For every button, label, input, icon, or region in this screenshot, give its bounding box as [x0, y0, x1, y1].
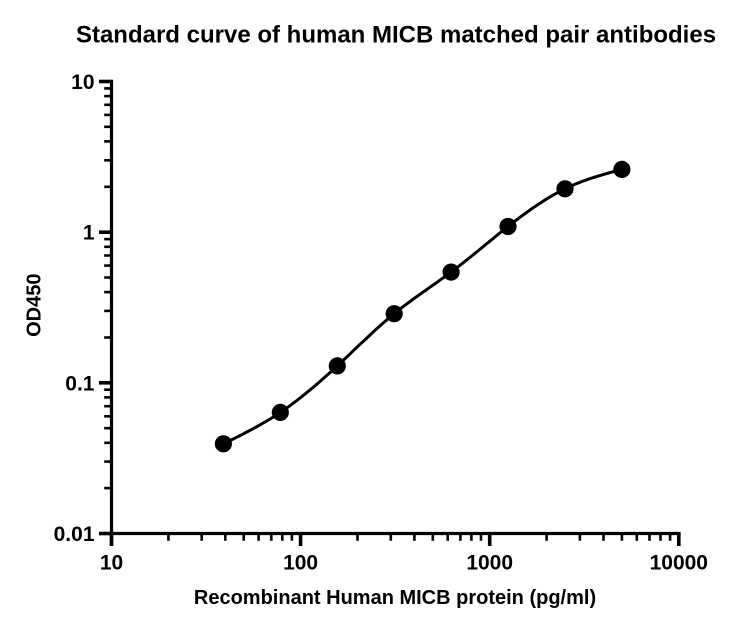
svg-text:Standard curve of human MICB m: Standard curve of human MICB matched pai… — [76, 22, 716, 49]
svg-text:100: 100 — [283, 552, 318, 575]
svg-text:1: 1 — [83, 222, 95, 245]
svg-text:10: 10 — [100, 552, 123, 575]
svg-text:10000: 10000 — [650, 552, 708, 575]
svg-text:0.01: 0.01 — [54, 523, 95, 546]
svg-text:Recombinant Human MICB protein: Recombinant Human MICB protein (pg/ml) — [194, 587, 596, 609]
svg-text:OD450: OD450 — [23, 274, 45, 337]
svg-text:0.1: 0.1 — [65, 372, 95, 395]
svg-text:10: 10 — [71, 71, 94, 94]
svg-text:1000: 1000 — [466, 552, 513, 575]
